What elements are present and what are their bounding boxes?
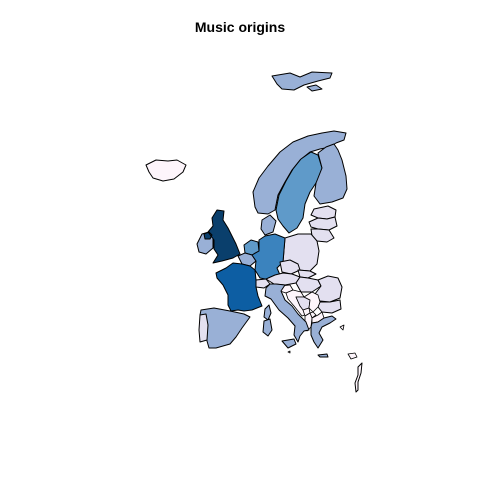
- region-romania: [314, 275, 343, 303]
- region-svalbard: [271, 71, 333, 92]
- region-crete: [317, 353, 329, 358]
- region-france: [215, 262, 263, 312]
- region-iceland: [145, 159, 187, 182]
- region-sicily: [281, 338, 297, 349]
- region-estonia: [310, 205, 337, 220]
- region-germany: [251, 233, 286, 281]
- region-sardinia: [262, 318, 273, 337]
- region-united-kingdom: [203, 209, 241, 264]
- region-latvia: [308, 216, 338, 231]
- region-finland: [313, 143, 348, 205]
- region-aegean-islands: [339, 324, 358, 360]
- region-hungary: [295, 276, 322, 293]
- region-slovakia: [297, 269, 317, 279]
- region-greece: [310, 315, 337, 349]
- region-bulgaria: [317, 299, 342, 314]
- region-portugal: [198, 313, 209, 343]
- region-norway: [252, 130, 347, 215]
- region-denmark: [260, 214, 277, 236]
- region-cyprus: [354, 362, 363, 393]
- region-serbia: [303, 291, 321, 313]
- region-malta: [287, 350, 291, 354]
- region-italy: [264, 283, 310, 343]
- map-title: Music origins: [194, 19, 286, 35]
- region-corsica: [263, 304, 272, 321]
